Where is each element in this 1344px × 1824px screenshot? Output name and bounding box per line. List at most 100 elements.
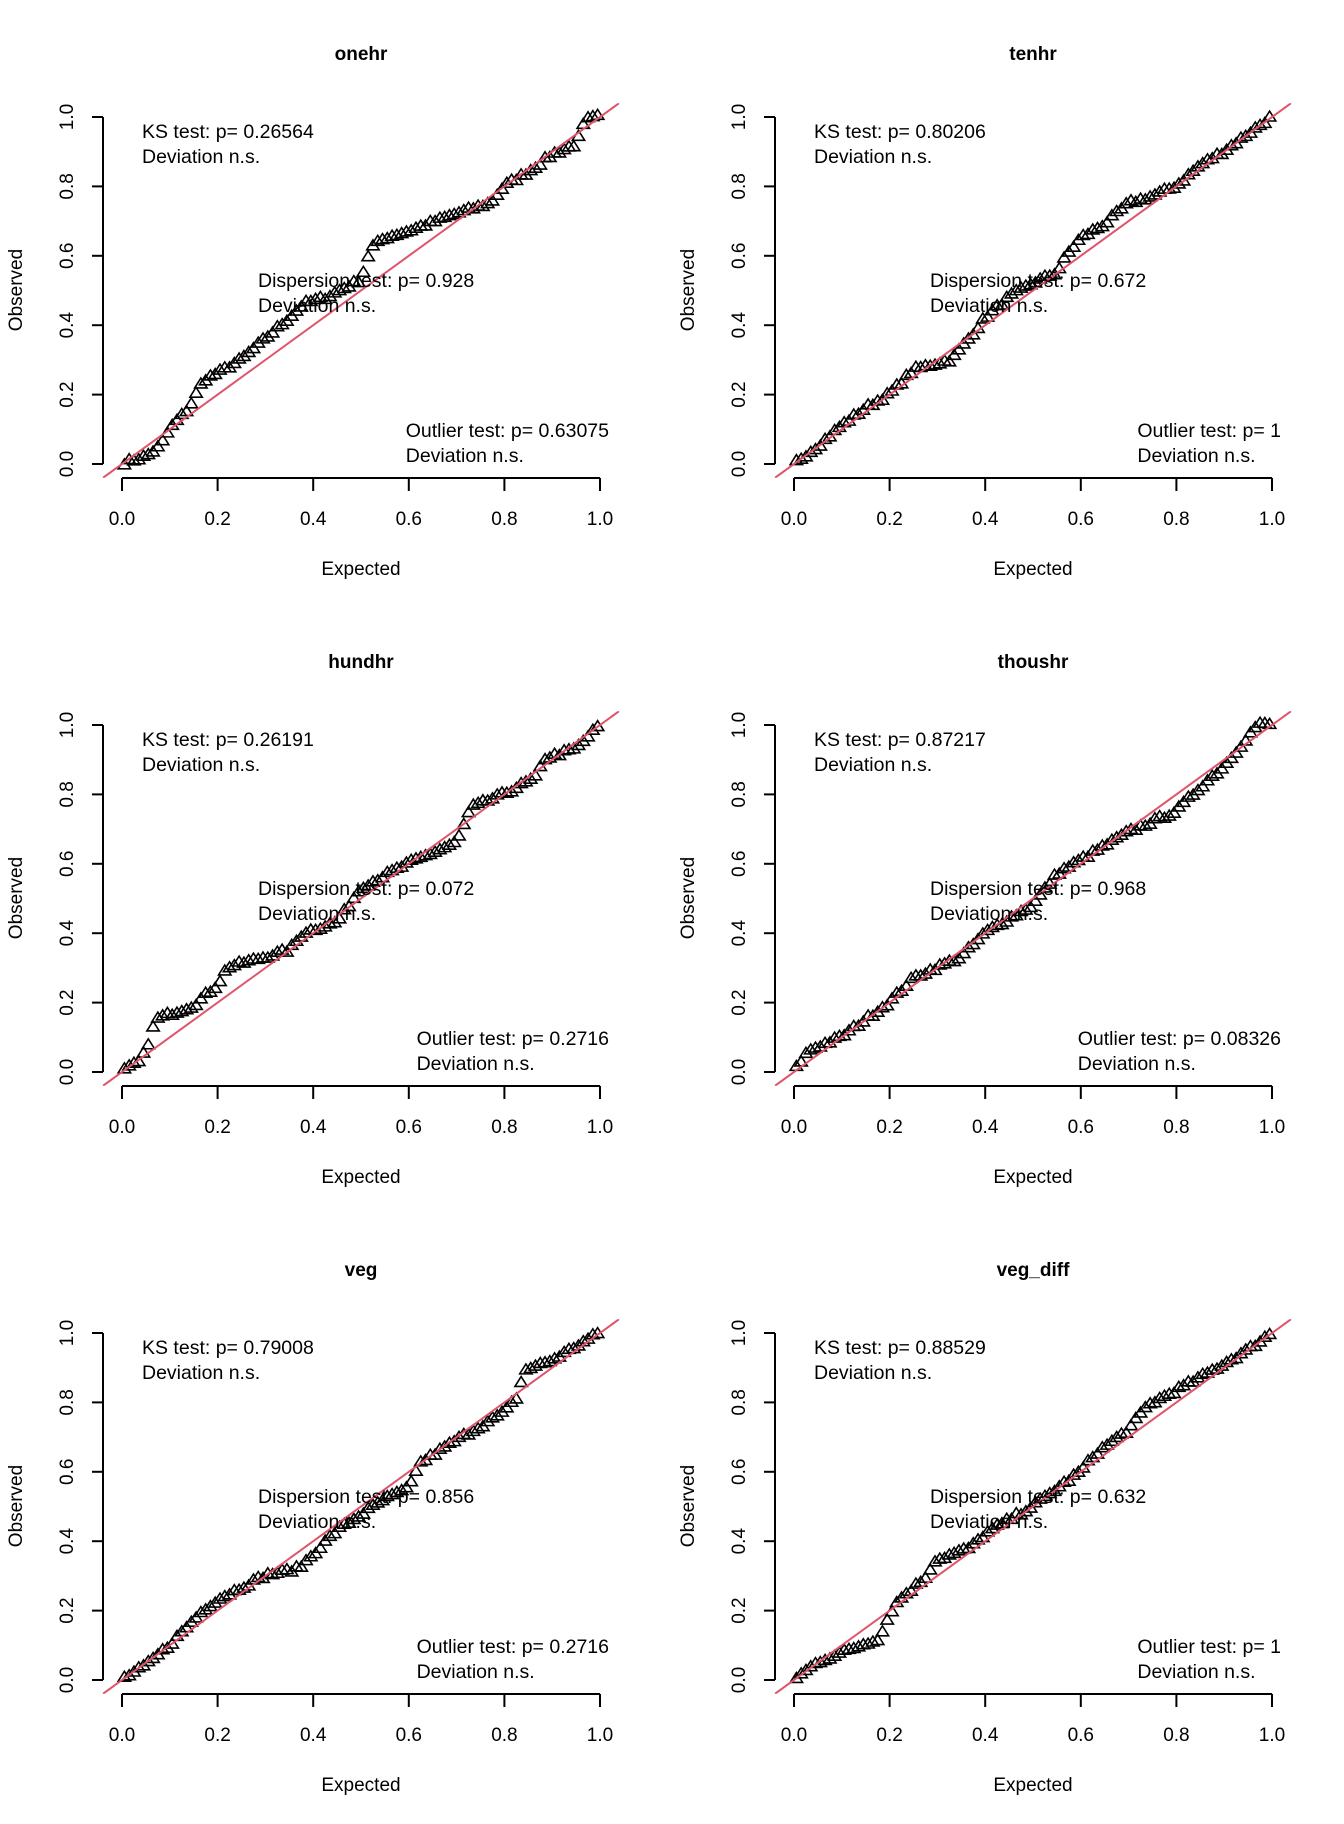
outlier-deviation-label: Deviation n.s. — [1137, 1661, 1255, 1683]
x-tick-label: 0.8 — [491, 509, 517, 530]
qq-point — [927, 1554, 943, 1567]
qq-point — [922, 358, 938, 371]
qq-point — [370, 1495, 386, 1508]
x-tick-label: 0.4 — [300, 509, 327, 530]
ks-test-label: KS test: p= 0.26191 — [142, 729, 314, 751]
qq-point — [207, 980, 223, 994]
qq-point — [870, 1633, 886, 1646]
qq-point — [140, 1654, 156, 1667]
qq-point — [994, 297, 1010, 310]
x-axis-label: Expected — [321, 1775, 400, 1796]
x-axis: 0.0 0.2 0.4 0.6 0.8 1.0 — [109, 1693, 613, 1746]
qq-point — [556, 1344, 572, 1358]
qq-point — [917, 1570, 934, 1583]
dispersion-deviation-label: Deviation n.s. — [258, 295, 376, 317]
outlier-test-label: Outlier test: p= 1 — [1137, 420, 1281, 442]
qq-point — [250, 951, 266, 965]
qq-point — [327, 1526, 343, 1539]
qq-point — [202, 1599, 219, 1612]
x-tick-label: 0.8 — [1163, 509, 1189, 530]
ks-deviation-label: Deviation n.s. — [814, 754, 932, 776]
qq-point — [350, 884, 367, 897]
qq-point — [398, 1480, 415, 1493]
qq-point — [145, 1650, 161, 1664]
outlier-test-label: Outlier test: p= 1 — [1137, 1636, 1281, 1658]
qq-point — [446, 206, 462, 220]
dispersion-deviation-label: Deviation n.s. — [930, 903, 1048, 925]
y-axis: 0.0 0.2 0.4 0.6 0.8 1.0 — [57, 104, 104, 477]
qq-point — [975, 1530, 991, 1543]
y-axis-label: Observed — [6, 249, 27, 331]
qq-point — [1118, 196, 1134, 209]
qq-point — [874, 392, 891, 406]
qq-point — [327, 915, 343, 928]
x-tick-label: 0.6 — [396, 1725, 422, 1746]
ks-deviation-label: Deviation n.s. — [142, 146, 260, 168]
qq-point — [212, 362, 228, 375]
x-tick-label: 1.0 — [587, 1725, 613, 1746]
qq-point — [312, 1540, 329, 1554]
test-annotations: KS test: p= 0.79008 Deviation n.s. Dispers… — [142, 1337, 609, 1683]
qq-point — [341, 1515, 357, 1528]
qq-point — [212, 974, 228, 987]
y-tick-label: 1.0 — [57, 1320, 78, 1346]
panel-title: veg — [345, 1260, 378, 1281]
y-tick-label: 1.0 — [729, 1320, 750, 1346]
dispersion-test-label: Dispersion test: p= 0.856 — [258, 1486, 474, 1508]
dispersion-deviation-label: Deviation n.s. — [258, 1511, 376, 1533]
y-tick-label: 0.8 — [729, 781, 750, 807]
qq-point — [360, 249, 376, 262]
qq-point — [188, 998, 204, 1011]
qq-point — [379, 231, 395, 244]
panel-title: thoushr — [998, 652, 1069, 673]
qq-point — [1094, 219, 1110, 232]
dispersion-test-label: Dispersion test: p= 0.072 — [258, 878, 474, 900]
qq-point — [241, 345, 257, 358]
qq-point — [960, 331, 977, 344]
ks-test-label: KS test: p= 0.79008 — [142, 1337, 314, 1359]
qq-point — [207, 1595, 223, 1608]
y-tick-label: 0.8 — [57, 781, 78, 807]
outlier-deviation-label: Deviation n.s. — [417, 1661, 535, 1683]
qq-point — [264, 948, 281, 961]
outlier-test-label: Outlier test: p= 0.63075 — [406, 420, 609, 442]
qq-point — [812, 438, 828, 451]
y-tick-label: 0.8 — [729, 1389, 750, 1415]
qq-point — [164, 1007, 180, 1021]
x-tick-label: 0.2 — [204, 1725, 230, 1746]
qq-point — [551, 145, 568, 158]
qq-point — [370, 233, 386, 247]
qq-point — [1099, 215, 1115, 228]
qq-point — [831, 1645, 848, 1658]
qq-points — [788, 1327, 1278, 1684]
x-tick-label: 0.4 — [300, 1725, 327, 1746]
ks-deviation-label: Deviation n.s. — [142, 754, 260, 776]
qq-point — [350, 275, 367, 288]
x-tick-label: 0.6 — [1068, 1725, 1094, 1746]
y-tick-label: 0.4 — [57, 1528, 78, 1555]
y-axis-label: Observed — [678, 249, 699, 331]
qq-point — [841, 1641, 857, 1655]
qq-point — [159, 425, 176, 438]
qq-point — [384, 228, 400, 241]
y-tick-label: 0.2 — [729, 989, 750, 1015]
qq-point — [460, 1427, 477, 1440]
qq-point — [355, 880, 372, 894]
y-tick-label: 0.2 — [57, 381, 78, 407]
qq-point — [446, 835, 462, 848]
y-axis-label: Observed — [6, 857, 27, 939]
qq-point — [183, 396, 199, 409]
qq-point — [1032, 887, 1048, 900]
qq-point — [803, 1042, 819, 1055]
qq-point — [1118, 824, 1134, 837]
qq-point — [1137, 818, 1153, 831]
qq-point — [164, 1636, 180, 1649]
qq-point — [174, 406, 190, 420]
y-axis: 0.0 0.2 0.4 0.6 0.8 1.0 — [729, 712, 776, 1085]
qq-point — [140, 447, 156, 460]
x-tick-label: 0.8 — [491, 1725, 517, 1746]
x-axis: 0.0 0.2 0.4 0.6 0.8 1.0 — [781, 1693, 1285, 1746]
qq-point — [865, 1008, 881, 1022]
y-tick-label: 0.8 — [57, 1389, 78, 1415]
qq-point — [241, 953, 257, 966]
